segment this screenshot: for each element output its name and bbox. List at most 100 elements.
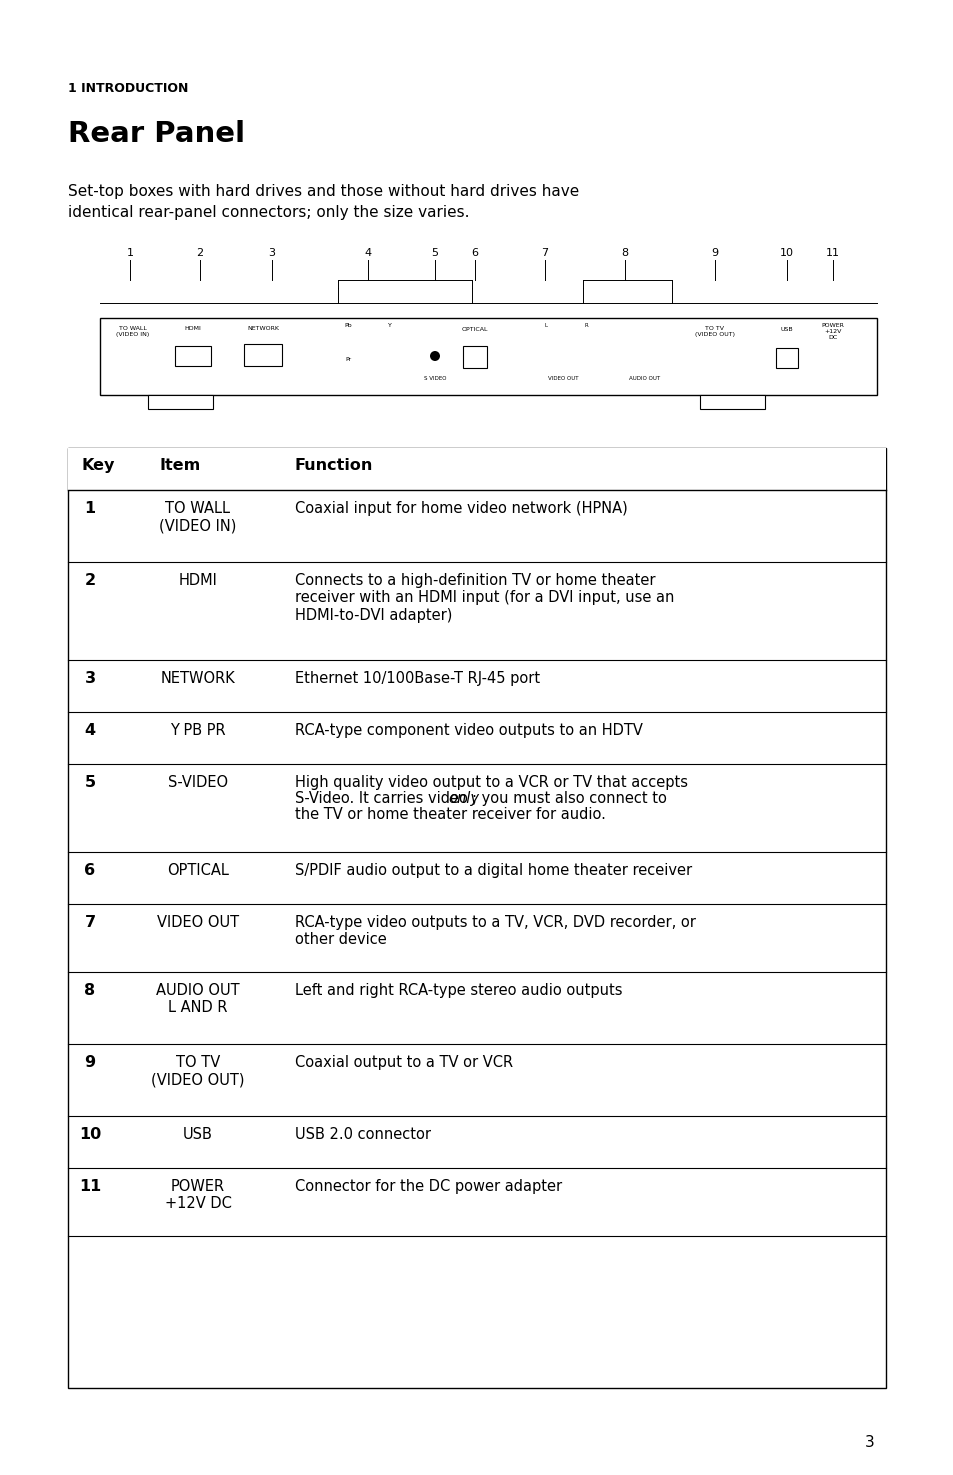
Text: (VIDEO OUT): (VIDEO OUT) xyxy=(695,332,734,336)
Text: OPTICAL: OPTICAL xyxy=(461,327,488,332)
Circle shape xyxy=(115,335,151,372)
Bar xyxy=(148,395,213,409)
Text: R: R xyxy=(584,323,588,327)
Circle shape xyxy=(376,327,402,353)
Text: 3: 3 xyxy=(268,248,275,258)
Text: 1: 1 xyxy=(85,502,95,516)
Text: 6: 6 xyxy=(85,863,95,878)
Circle shape xyxy=(572,327,598,353)
Text: NETWORK: NETWORK xyxy=(160,671,235,686)
Circle shape xyxy=(532,327,558,353)
Text: 7: 7 xyxy=(85,914,95,931)
Text: 6: 6 xyxy=(471,248,478,258)
Circle shape xyxy=(651,327,678,353)
Text: 2: 2 xyxy=(196,248,203,258)
Circle shape xyxy=(697,338,732,375)
Text: Connector for the DC power adapter: Connector for the DC power adapter xyxy=(294,1179,561,1193)
Text: Connects to a high-definition TV or home theater
receiver with an HDMI input (fo: Connects to a high-definition TV or home… xyxy=(294,572,674,622)
Text: OPTICAL: OPTICAL xyxy=(167,863,229,878)
Text: Y: Y xyxy=(388,323,392,327)
Text: USB: USB xyxy=(780,327,793,332)
Text: TO TV
(VIDEO OUT): TO TV (VIDEO OUT) xyxy=(152,1055,245,1087)
Text: RCA-type component video outputs to an HDTV: RCA-type component video outputs to an H… xyxy=(294,723,642,738)
Text: TO WALL
(VIDEO IN): TO WALL (VIDEO IN) xyxy=(159,502,236,534)
Text: 10: 10 xyxy=(79,1127,101,1142)
Text: 10: 10 xyxy=(780,248,793,258)
Text: 4: 4 xyxy=(85,723,95,738)
Text: the TV or home theater receiver for audio.: the TV or home theater receiver for audi… xyxy=(294,807,605,822)
Text: S-Video. It carries video: S-Video. It carries video xyxy=(294,791,472,805)
Bar xyxy=(700,395,764,409)
Text: 5: 5 xyxy=(85,774,95,791)
Bar xyxy=(244,344,282,366)
Text: S VIDEO: S VIDEO xyxy=(423,376,446,381)
Text: Rear Panel: Rear Panel xyxy=(68,119,245,148)
Circle shape xyxy=(816,341,848,372)
Text: Key: Key xyxy=(82,459,115,473)
Text: Pr: Pr xyxy=(345,357,351,361)
Text: 5: 5 xyxy=(431,248,438,258)
Text: 1 INTRODUCTION: 1 INTRODUCTION xyxy=(68,83,188,94)
Text: USB 2.0 connector: USB 2.0 connector xyxy=(294,1127,431,1142)
Text: Pb: Pb xyxy=(344,323,352,327)
Bar xyxy=(68,448,885,1388)
Text: VIDEO OUT: VIDEO OUT xyxy=(547,376,578,381)
Circle shape xyxy=(651,360,678,386)
Text: AUDIO OUT
L AND R: AUDIO OUT L AND R xyxy=(156,982,239,1015)
Circle shape xyxy=(126,347,140,360)
Circle shape xyxy=(827,351,837,361)
Text: AUDIO OUT: AUDIO OUT xyxy=(629,376,659,381)
Circle shape xyxy=(376,360,402,386)
Text: 9: 9 xyxy=(711,248,718,258)
Text: only: only xyxy=(448,791,479,805)
Bar xyxy=(100,319,876,395)
Text: Ethernet 10/100Base-T RJ-45 port: Ethernet 10/100Base-T RJ-45 port xyxy=(294,671,539,686)
Text: POWER: POWER xyxy=(821,323,843,327)
Text: VIDEO OUT: VIDEO OUT xyxy=(157,914,239,931)
Text: TO TV: TO TV xyxy=(705,326,723,330)
Text: 1: 1 xyxy=(127,248,133,258)
Text: 11: 11 xyxy=(79,1179,101,1193)
Text: L: L xyxy=(544,323,547,327)
Text: Set-top boxes with hard drives and those without hard drives have: Set-top boxes with hard drives and those… xyxy=(68,184,578,199)
Text: Y PB PR: Y PB PR xyxy=(170,723,226,738)
Circle shape xyxy=(707,350,721,363)
Bar xyxy=(174,347,211,366)
Text: Function: Function xyxy=(294,459,373,473)
Text: 11: 11 xyxy=(825,248,840,258)
Text: USB: USB xyxy=(183,1127,213,1142)
Text: Left and right RCA-type stereo audio outputs: Left and right RCA-type stereo audio out… xyxy=(294,982,622,999)
Text: HDMI: HDMI xyxy=(178,572,217,589)
Text: 7: 7 xyxy=(541,248,548,258)
Text: ; you must also connect to: ; you must also connect to xyxy=(472,791,666,805)
Bar xyxy=(462,347,486,367)
Text: Item: Item xyxy=(160,459,201,473)
Circle shape xyxy=(335,327,360,353)
Text: 8: 8 xyxy=(85,982,95,999)
Circle shape xyxy=(430,351,439,361)
Text: 2: 2 xyxy=(85,572,95,589)
Circle shape xyxy=(572,360,598,386)
Bar xyxy=(775,348,797,367)
Text: (VIDEO IN): (VIDEO IN) xyxy=(116,332,150,336)
Text: 9: 9 xyxy=(85,1055,95,1069)
Text: Coaxial input for home video network (HPNA): Coaxial input for home video network (HP… xyxy=(294,502,627,516)
Circle shape xyxy=(418,341,451,372)
Text: identical rear-panel connectors; only the size varies.: identical rear-panel connectors; only th… xyxy=(68,205,469,220)
Text: Coaxial output to a TV or VCR: Coaxial output to a TV or VCR xyxy=(294,1055,513,1069)
Circle shape xyxy=(532,360,558,386)
Text: RCA-type video outputs to a TV, VCR, DVD recorder, or
other device: RCA-type video outputs to a TV, VCR, DVD… xyxy=(294,914,695,947)
Text: POWER
+12V DC: POWER +12V DC xyxy=(164,1179,232,1211)
Text: TO WALL: TO WALL xyxy=(119,326,147,330)
Text: S/PDIF audio output to a digital home theater receiver: S/PDIF audio output to a digital home th… xyxy=(294,863,691,878)
Text: +12V: +12V xyxy=(823,329,841,333)
Circle shape xyxy=(612,360,638,386)
Text: 8: 8 xyxy=(620,248,628,258)
Text: 3: 3 xyxy=(864,1435,874,1450)
Text: S-VIDEO: S-VIDEO xyxy=(168,774,228,791)
Circle shape xyxy=(612,327,638,353)
Text: 3: 3 xyxy=(85,671,95,686)
Circle shape xyxy=(335,360,360,386)
Text: 4: 4 xyxy=(364,248,371,258)
Text: High quality video output to a VCR or TV that accepts: High quality video output to a VCR or TV… xyxy=(294,774,687,791)
